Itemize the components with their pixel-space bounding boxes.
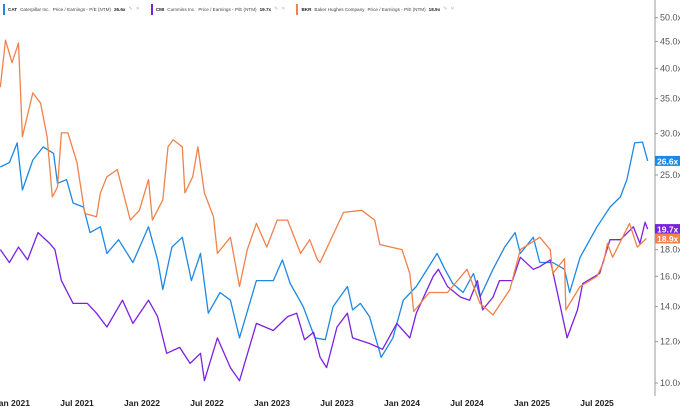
x-tick-label: Jan 2022 — [124, 398, 160, 407]
x-tick-label: Jul 2024 — [450, 398, 484, 407]
legend-ticker: CAT — [8, 6, 18, 12]
legend-metric: Price / Earnings - P/E (NTM) — [198, 6, 257, 12]
y-tick-label: 12.0x — [660, 337, 680, 347]
y-tick-label: 14.0x — [660, 302, 680, 312]
y-axis-ticks: 10.0x 12.0x 14.0x 16.0x 18.0x 25.0x 30.0x 35.0x… — [655, 13, 680, 388]
edit-icon[interactable]: ✎ — [443, 6, 448, 12]
badge-label: 19.7x — [657, 225, 679, 235]
badge-label: 26.6x — [657, 156, 679, 166]
legend-color-bar — [296, 3, 299, 15]
x-tick-label: Jul 2023 — [320, 398, 354, 407]
edit-icon[interactable]: ✎ — [128, 6, 133, 12]
y-tick-label: 16.0x — [660, 271, 680, 281]
last-value-badge-bkr: 18.9x — [655, 233, 680, 244]
badge-label: 18.9x — [657, 234, 679, 244]
x-tick-label: Jan 2025 — [514, 398, 550, 407]
series-line-cat — [0, 141, 649, 358]
x-axis-ticks: Jan 2021 Jul 2021 Jan 2022 Jul 2022 Jan 2023… — [0, 398, 614, 407]
legend: CAT Caterpillar Inc. Price / Earnings - … — [0, 3, 463, 15]
last-value-badge-cmi: 19.7x — [655, 224, 680, 235]
y-tick-label: 30.0x — [660, 129, 680, 139]
x-tick-label: Jul 2022 — [190, 398, 224, 407]
y-tick-label: 50.0x — [660, 13, 680, 23]
series-line-cmi — [0, 221, 649, 382]
legend-item-cat[interactable]: CAT Caterpillar Inc. Price / Earnings - … — [0, 3, 140, 15]
y-tick-label: 18.0x — [660, 245, 680, 255]
y-tick-label: 45.0x — [660, 37, 680, 47]
legend-value: 19.7x — [259, 6, 272, 12]
badge-bg — [655, 155, 680, 166]
close-icon[interactable]: ✕ — [135, 6, 140, 12]
x-tick-label: Jan 2021 — [0, 398, 30, 407]
legend-company: Cummins Inc. — [167, 6, 196, 12]
close-icon[interactable]: ✕ — [450, 6, 455, 12]
legend-color-bar — [3, 3, 5, 15]
last-value-badge-cat: 26.6x — [655, 155, 680, 166]
x-tick-label: Jan 2023 — [254, 398, 290, 407]
badge-bg — [655, 233, 680, 244]
y-tick-label: 25.0x — [660, 170, 680, 180]
legend-value: 18.9x — [428, 6, 441, 12]
close-icon[interactable]: ✕ — [281, 6, 286, 12]
y-tick-label: 35.0x — [660, 94, 680, 104]
legend-color-bar — [150, 3, 153, 15]
x-tick-label: Jul 2021 — [60, 398, 94, 407]
legend-metric: Price / Earnings - P/E (NTM) — [367, 6, 426, 12]
x-tick-label: Jul 2025 — [580, 398, 614, 407]
legend-company: Baker Hughes Company — [314, 6, 365, 12]
legend-company: Caterpillar Inc. — [20, 6, 50, 12]
legend-item-bkr[interactable]: BKR Baker Hughes Company Price / Earning… — [293, 3, 455, 15]
series-layer — [0, 39, 649, 382]
badge-bg — [655, 224, 680, 235]
y-tick-label: 10.0x — [660, 378, 680, 388]
legend-ticker: BKR — [301, 6, 312, 12]
legend-item-cmi[interactable]: CMI Cummins Inc. Price / Earnings - P/E … — [148, 3, 286, 15]
series-line-bkr — [0, 39, 647, 316]
edit-icon[interactable]: ✎ — [274, 6, 279, 12]
y-tick-label: 40.0x — [660, 63, 680, 73]
x-tick-label: Jan 2024 — [384, 398, 420, 407]
legend-ticker: CMI — [155, 6, 165, 12]
legend-metric: Price / Earnings - P/E (NTM) — [52, 6, 111, 12]
legend-value: 26.6x — [113, 6, 126, 12]
